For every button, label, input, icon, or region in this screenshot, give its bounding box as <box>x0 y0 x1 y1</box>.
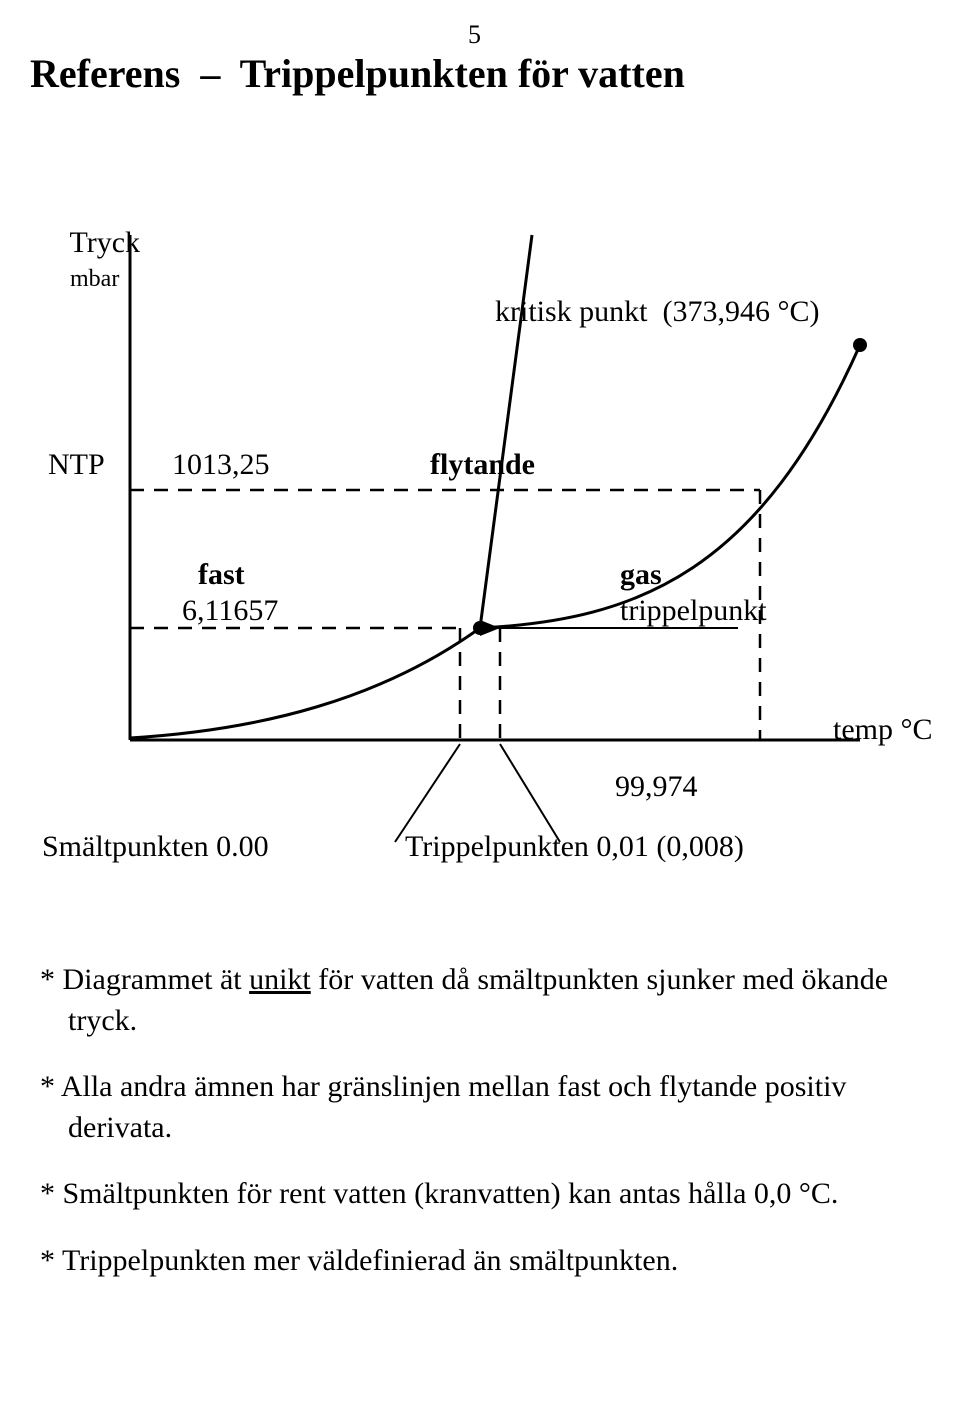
note-4: * Trippelpunkten mer väldefinierad än sm… <box>40 1241 920 1282</box>
liquid-gas-curve <box>480 345 860 628</box>
solid-gas-curve <box>130 628 480 738</box>
note-1-underline: unikt <box>249 963 311 996</box>
triple-point-dot <box>473 621 487 635</box>
solid-liquid-line <box>480 235 532 628</box>
construction-line-left <box>395 744 460 842</box>
note-2: * Alla andra ämnen har gränslinjen mella… <box>40 1067 920 1148</box>
construction-line-right <box>500 744 560 842</box>
critical-point-dot <box>853 338 867 352</box>
page: 5 Referens – Trippelpunkten för vatten T… <box>0 0 960 1427</box>
note-3: * Smältpunkten för rent vatten (kranvatt… <box>40 1174 920 1215</box>
note-1: * Diagrammet ät unikt för vatten då smäl… <box>40 960 920 1041</box>
note-1-a: * Diagrammet ät <box>40 963 249 996</box>
notes: * Diagrammet ät unikt för vatten då smäl… <box>40 960 920 1307</box>
